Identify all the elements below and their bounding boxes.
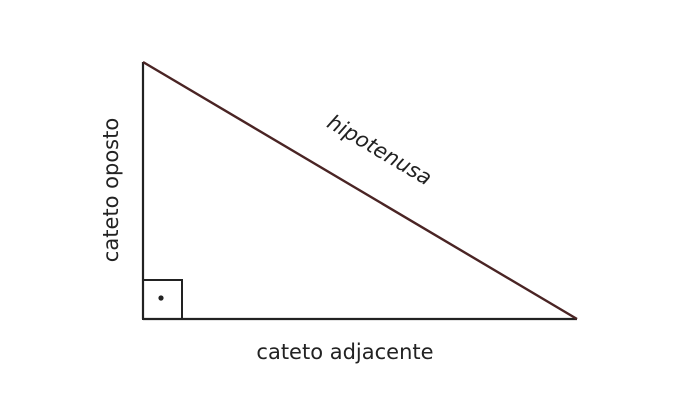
right-angle-dot [158,295,164,301]
hypotenuse-line [142,60,578,321]
adjacent-leg-label: cateto adjacente [256,340,433,364]
opposite-leg-label: cateto oposto [99,118,123,262]
right-angle-square [142,279,183,320]
